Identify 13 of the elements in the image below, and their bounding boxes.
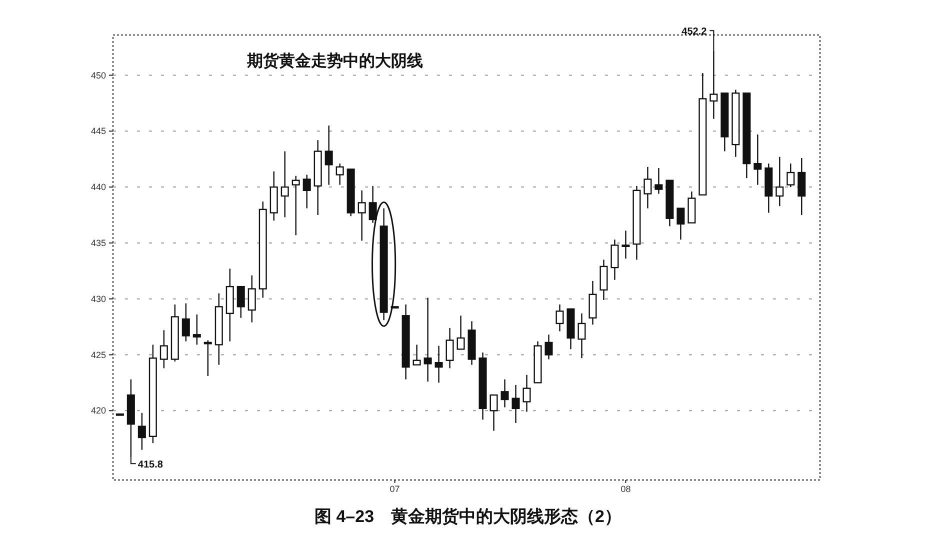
y-tick-label: 430 bbox=[90, 294, 106, 304]
y-tick-label: 425 bbox=[90, 350, 106, 360]
x-tick-label: 08 bbox=[620, 484, 631, 494]
annotation: 452.2 bbox=[682, 26, 708, 38]
y-tick-label: 440 bbox=[90, 182, 106, 192]
x-tick-label: 07 bbox=[390, 484, 400, 494]
y-tick-label: 445 bbox=[90, 126, 106, 136]
y-tick-label: 435 bbox=[90, 238, 106, 248]
y-tick-label: 450 bbox=[90, 70, 106, 80]
text: 期货黄金走势中的大阴线 bbox=[246, 52, 423, 70]
caption: 图 4–23 黄金期货中的大阴线形态（2） bbox=[314, 507, 622, 526]
y-tick-label: 420 bbox=[90, 406, 106, 416]
annotation: 415.8 bbox=[138, 460, 164, 471]
